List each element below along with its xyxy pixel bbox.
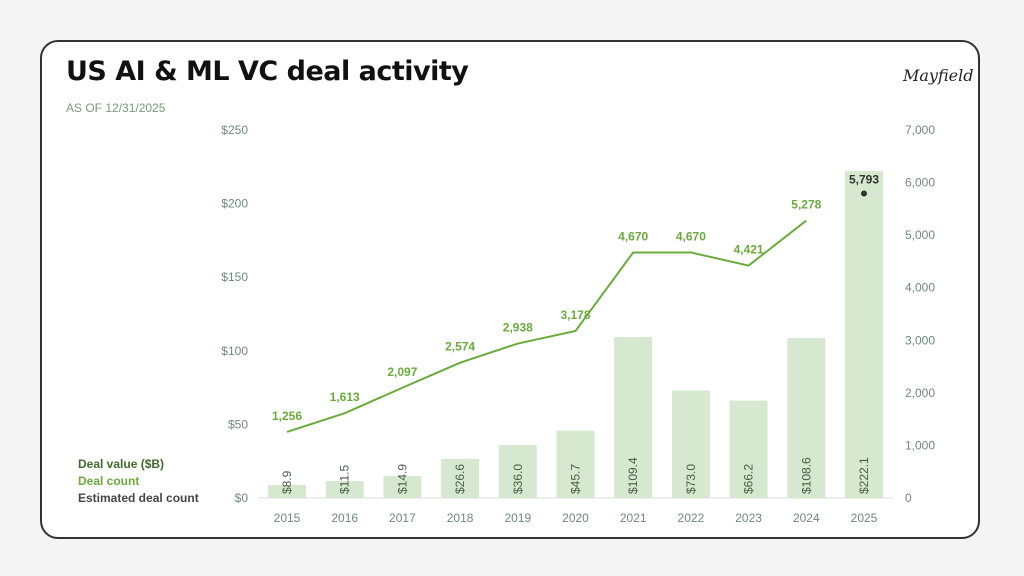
x-axis-tick: 2022 [678, 511, 705, 525]
x-axis-tick: 2015 [274, 511, 301, 525]
left-axis-tick: $100 [221, 344, 248, 358]
right-axis-tick: 5,000 [905, 228, 935, 242]
right-axis-tick: 0 [905, 491, 912, 505]
bar-label: $109.4 [626, 457, 640, 494]
deal-count-line [286, 219, 807, 433]
bar-label: $14.9 [395, 464, 409, 494]
x-axis-tick: 2025 [851, 511, 878, 525]
legend-deal-count: Deal count [78, 474, 140, 488]
deal-count-label: 4,421 [734, 243, 764, 257]
bar-label: $11.5 [338, 465, 352, 494]
bar [671, 390, 710, 498]
right-axis-tick: 2,000 [905, 386, 935, 400]
deal-count-label: 1,256 [272, 409, 302, 423]
deal-count-label: 3,178 [560, 308, 590, 322]
right-axis-tick: 4,000 [905, 281, 935, 295]
right-axis-tick: 3,000 [905, 333, 935, 347]
bar [845, 171, 883, 499]
x-axis-tick: 2016 [331, 511, 358, 525]
legend-estimated-deal-count: Estimated deal count [78, 491, 199, 505]
legend-deal-value: Deal value ($B) [78, 457, 165, 471]
right-axis-tick: 6,000 [905, 176, 935, 190]
x-axis-tick: 2018 [447, 511, 474, 525]
bar [268, 484, 306, 498]
bar [441, 458, 480, 498]
subtitle: AS OF 12/31/2025 [66, 101, 166, 115]
bar [325, 481, 364, 498]
x-axis-tick: 2019 [504, 511, 531, 525]
deal-count-label: 2,097 [387, 365, 417, 379]
estimated-deal-count-label: 5,793 [849, 172, 879, 186]
deal-count-label: 5,278 [791, 198, 821, 212]
bar [787, 338, 826, 498]
estimated-deal-count-point [861, 190, 867, 197]
deal-count-label: 2,574 [445, 340, 475, 354]
bar-label: $73.0 [684, 464, 698, 494]
x-axis-tick: 2023 [735, 511, 762, 525]
left-axis-tick: $150 [221, 270, 248, 284]
bar [614, 336, 653, 498]
bar [729, 400, 768, 498]
left-axis-tick: $0 [235, 491, 249, 505]
bar-label: $26.6 [453, 464, 467, 494]
left-axis-tick: $200 [221, 197, 248, 211]
bar [383, 476, 422, 498]
bar-label: $66.2 [742, 464, 756, 494]
left-axis-tick: $250 [221, 123, 248, 137]
page-title: US AI & ML VC deal activity [66, 56, 469, 87]
legend: Deal value ($B) Deal count Estimated dea… [78, 456, 199, 507]
x-axis-tick: 2017 [389, 511, 416, 525]
right-axis-tick: 1,000 [905, 438, 935, 452]
x-axis-tick: 2024 [793, 511, 820, 525]
x-axis-tick: 2020 [562, 511, 589, 525]
bar-label: $108.6 [799, 457, 813, 494]
bar-label: $36.0 [511, 464, 525, 494]
deal-count-label: 2,938 [503, 321, 533, 335]
bar-label: $8.9 [280, 470, 294, 494]
right-axis-tick: 7,000 [905, 123, 935, 137]
x-axis-tick: 2021 [620, 511, 647, 525]
bar [556, 430, 595, 498]
mayfield-logo: Mayfield [903, 66, 974, 85]
bar [498, 445, 537, 498]
bar-label: $222.1 [857, 457, 871, 494]
bar-label: $45.7 [569, 464, 583, 494]
left-axis-tick: $50 [228, 417, 248, 431]
deal-count-label: 1,613 [330, 390, 360, 404]
deal-count-label: 4,670 [676, 229, 706, 243]
deal-count-label: 4,670 [618, 229, 648, 243]
